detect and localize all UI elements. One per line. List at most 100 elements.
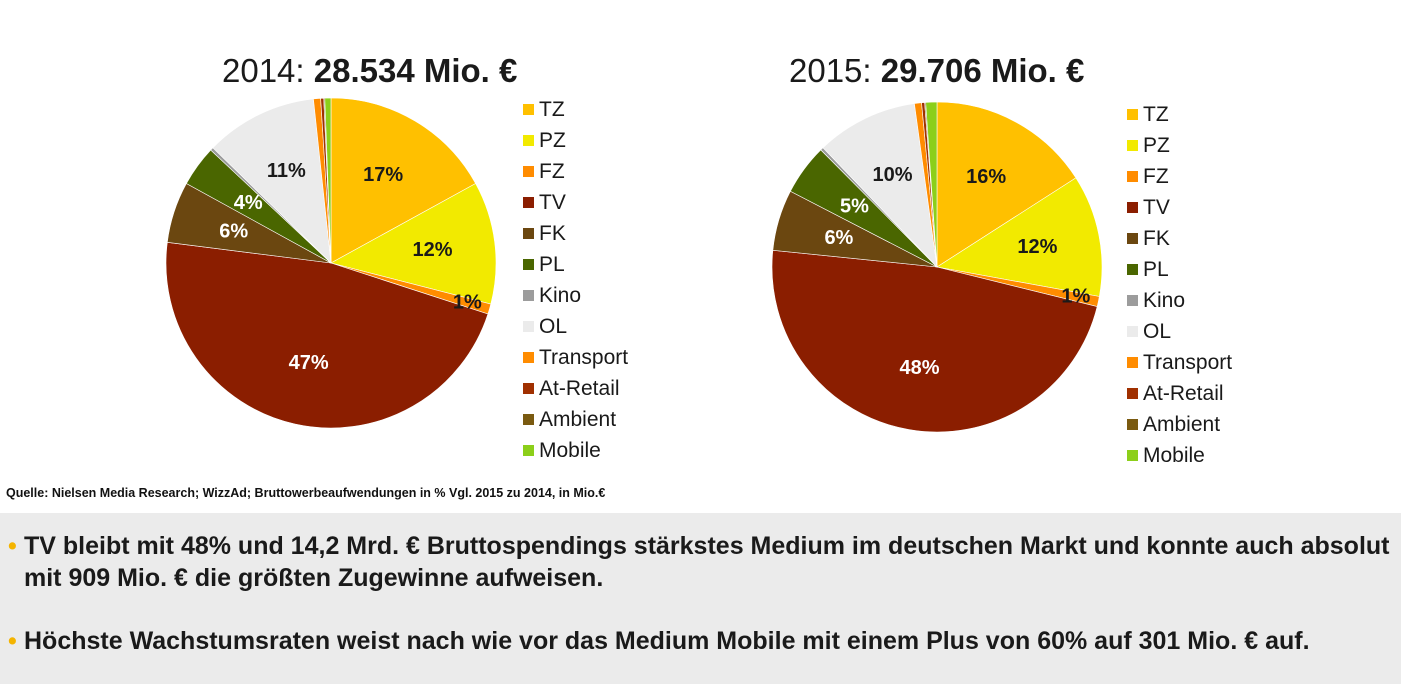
legend-label: PL xyxy=(539,252,565,276)
legend-label: FK xyxy=(539,221,566,245)
data-label-ol: 10% xyxy=(872,164,912,186)
bullet-text: TV bleibt mit 48% und 14,2 Mrd. € Brutto… xyxy=(24,532,1390,592)
legend-swatch-icon xyxy=(523,290,534,301)
legend-item-ambient: Ambient xyxy=(1127,409,1232,440)
legend-swatch-icon xyxy=(523,135,534,146)
legend-item-ol: OL xyxy=(1127,316,1232,347)
legend-label: TZ xyxy=(1143,102,1169,126)
legend-item-tz: TZ xyxy=(523,94,628,125)
legend-swatch-icon xyxy=(1127,233,1138,244)
legend-swatch-icon xyxy=(523,104,534,115)
legend-swatch-icon xyxy=(1127,202,1138,213)
chart-total-label: 28.534 Mio. € xyxy=(313,52,518,89)
legend-label: At-Retail xyxy=(1143,381,1224,405)
legend-item-tz: TZ xyxy=(1127,99,1232,130)
legend-item-mobile: Mobile xyxy=(523,435,628,466)
data-label-fk: 6% xyxy=(219,220,248,242)
legend-swatch-icon xyxy=(523,445,534,456)
legend-swatch-icon xyxy=(1127,419,1138,430)
legend-swatch-icon xyxy=(1127,326,1138,337)
legend-item-transport: Transport xyxy=(1127,347,1232,378)
legend-item-tv: TV xyxy=(523,187,628,218)
legend-item-fz: FZ xyxy=(523,156,628,187)
pie-slice-tv xyxy=(771,249,1098,433)
legend-2015: TZ PZ FZ TV FK PL Kino OL Transport At-Retail Ambi… xyxy=(1127,99,1232,471)
legend-swatch-icon xyxy=(1127,450,1138,461)
legend-label: FK xyxy=(1143,226,1170,250)
legend-label: Kino xyxy=(1143,288,1186,312)
summary-panel: • TV bleibt mit 48% und 14,2 Mrd. € Brut… xyxy=(0,513,1401,684)
summary-bullet: • Höchste Wachstumsraten weist nach wie … xyxy=(8,625,1398,657)
legend-swatch-icon xyxy=(523,166,534,177)
legend-item-mobile: Mobile xyxy=(1127,440,1232,471)
legend-swatch-icon xyxy=(523,352,534,363)
pie-slice-tv xyxy=(165,241,489,429)
legend-item-kino: Kino xyxy=(1127,285,1232,316)
chart-title-2015: 2015: 29.706 Mio. € xyxy=(789,52,1084,90)
chart-title-2014: 2014: 28.534 Mio. € xyxy=(222,52,517,90)
legend-swatch-icon xyxy=(1127,109,1138,120)
legend-label: Ambient xyxy=(539,407,617,431)
data-label-tz: 17% xyxy=(363,164,403,186)
legend-label: OL xyxy=(1143,319,1172,343)
legend-swatch-icon xyxy=(523,259,534,270)
data-label-ol: 11% xyxy=(267,160,306,182)
source-note: Quelle: Nielsen Media Research; WizzAd; … xyxy=(6,486,606,500)
pie-slice-tz xyxy=(936,101,1077,268)
legend-item-fz: FZ xyxy=(1127,161,1232,192)
data-label-fz: 1% xyxy=(453,292,482,314)
data-label-pz: 12% xyxy=(1017,236,1057,258)
data-label-tv: 47% xyxy=(289,352,329,374)
legend-swatch-icon xyxy=(1127,171,1138,182)
legend-label: FZ xyxy=(539,159,565,183)
legend-label: PZ xyxy=(1143,133,1170,157)
legend-label: Transport xyxy=(1143,350,1233,374)
legend-item-kino: Kino xyxy=(523,280,628,311)
legend-swatch-icon xyxy=(523,383,534,394)
legend-item-ol: OL xyxy=(523,311,628,342)
data-label-fz: 1% xyxy=(1061,286,1090,308)
legend-label: OL xyxy=(539,314,568,338)
pie-slice-ol xyxy=(822,103,938,268)
legend-item-fk: FK xyxy=(1127,223,1232,254)
legend-label: Mobile xyxy=(539,438,601,462)
legend-label: FZ xyxy=(1143,164,1169,188)
pie-slice-ol xyxy=(212,98,332,264)
legend-swatch-icon xyxy=(1127,295,1138,306)
legend-label: PZ xyxy=(539,128,566,152)
bullet-text: Höchste Wachstumsraten weist nach wie vo… xyxy=(24,627,1310,655)
legend-2014: TZ PZ FZ TV FK PL Kino OL Transport At-Retail Ambi… xyxy=(523,94,628,466)
pie-chart-2014: 17% 12% 1% 47% 6% 4%11% xyxy=(165,97,497,429)
legend-swatch-icon xyxy=(523,197,534,208)
data-label-fk: 6% xyxy=(824,227,853,249)
legend-label: TV xyxy=(1143,195,1170,219)
bullet-dot-icon: • xyxy=(8,627,17,655)
legend-label: Ambient xyxy=(1143,412,1221,436)
pie-slice-pz xyxy=(936,177,1103,297)
data-label-tz: 16% xyxy=(966,166,1006,188)
legend-label: PL xyxy=(1143,257,1169,281)
legend-item-pl: PL xyxy=(523,249,628,280)
legend-swatch-icon xyxy=(1127,140,1138,151)
legend-swatch-icon xyxy=(1127,357,1138,368)
legend-item-pl: PL xyxy=(1127,254,1232,285)
legend-item-pz: PZ xyxy=(1127,130,1232,161)
legend-swatch-icon xyxy=(1127,388,1138,399)
legend-label: Transport xyxy=(539,345,629,369)
legend-item-pz: PZ xyxy=(523,125,628,156)
summary-bullet: • TV bleibt mit 48% und 14,2 Mrd. € Brut… xyxy=(8,530,1398,594)
pie-slice-tz xyxy=(330,97,476,264)
legend-item-ambient: Ambient xyxy=(523,404,628,435)
chart-year-label: 2015: xyxy=(789,52,872,89)
legend-swatch-icon xyxy=(1127,264,1138,275)
data-label-pl: 5% xyxy=(840,196,869,218)
data-label-pl: 4% xyxy=(234,192,263,214)
legend-item-at-retail: At-Retail xyxy=(1127,378,1232,409)
legend-swatch-icon xyxy=(523,228,534,239)
bullet-dot-icon: • xyxy=(8,532,17,560)
legend-item-tv: TV xyxy=(1127,192,1232,223)
legend-label: Kino xyxy=(539,283,582,307)
pie-chart-2015: 16% 12% 1% 48% 6% 5%10% xyxy=(771,101,1103,433)
legend-label: Mobile xyxy=(1143,443,1205,467)
legend-label: TV xyxy=(539,190,566,214)
